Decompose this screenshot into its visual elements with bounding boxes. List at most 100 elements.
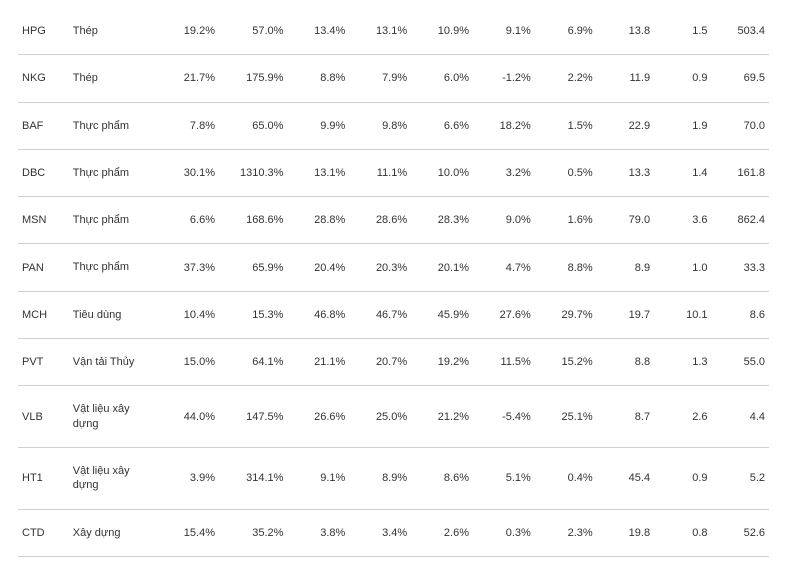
value-cell: 7.9% [349, 55, 411, 102]
value-cell: 45.9% [411, 291, 473, 338]
value-cell: 13.3 [597, 149, 654, 196]
value-cell: 6.6% [411, 102, 473, 149]
value-cell: 4.4 [712, 386, 769, 448]
value-cell: 9.8% [349, 102, 411, 149]
value-cell: 27.6% [473, 291, 535, 338]
value-cell: 44.0% [157, 386, 219, 448]
value-cell: 15.0% [157, 339, 219, 386]
value-cell: 8.7 [597, 386, 654, 448]
value-cell: 4.7% [473, 244, 535, 291]
table-row: DBCThực phẩm30.1%1310.3%13.1%11.1%10.0%3… [18, 149, 769, 196]
value-cell: 19.7 [597, 291, 654, 338]
ticker-cell: HT1 [18, 447, 69, 509]
value-cell: 10.0% [411, 149, 473, 196]
value-cell: 15.2% [535, 339, 597, 386]
value-cell: -1.2% [473, 55, 535, 102]
value-cell: 8.9% [349, 447, 411, 509]
table-row: NKGThép21.7%175.9%8.8%7.9%6.0%-1.2%2.2%1… [18, 55, 769, 102]
value-cell: 28.3% [411, 197, 473, 244]
value-cell: 862.4 [712, 197, 769, 244]
value-cell: 8.9 [597, 244, 654, 291]
value-cell: 20.4% [287, 244, 349, 291]
value-cell: 2.6% [411, 509, 473, 556]
ticker-cell: DBC [18, 149, 69, 196]
value-cell: 45.4 [597, 447, 654, 509]
value-cell: 28.6% [349, 197, 411, 244]
value-cell: 19.2% [411, 339, 473, 386]
ticker-cell: MSN [18, 197, 69, 244]
value-cell: 37.3% [157, 244, 219, 291]
value-cell: 26.6% [287, 386, 349, 448]
value-cell: 19.8 [597, 509, 654, 556]
ticker-cell: MCH [18, 291, 69, 338]
value-cell: 0.9 [654, 55, 711, 102]
value-cell: 57.0% [219, 8, 287, 55]
value-cell: 28.8% [287, 197, 349, 244]
sector-cell: Vận tải Thủy [69, 339, 157, 386]
value-cell: 1310.3% [219, 149, 287, 196]
value-cell: 25.1% [535, 386, 597, 448]
value-cell: 6.0% [411, 55, 473, 102]
table-row: CTDXây dựng15.4%35.2%3.8%3.4%2.6%0.3%2.3… [18, 509, 769, 556]
value-cell: 168.6% [219, 197, 287, 244]
value-cell: 33.3 [712, 244, 769, 291]
value-cell: 10.9% [411, 8, 473, 55]
value-cell: 21.2% [411, 386, 473, 448]
value-cell: 79.0 [597, 197, 654, 244]
value-cell: 19.2% [157, 8, 219, 55]
value-cell: 3.2% [473, 149, 535, 196]
value-cell: 8.8% [287, 55, 349, 102]
value-cell: 18.2% [473, 102, 535, 149]
value-cell: 8.6% [411, 447, 473, 509]
table-row: PANThực phẩm37.3%65.9%20.4%20.3%20.1%4.7… [18, 244, 769, 291]
value-cell: 69.5 [712, 55, 769, 102]
value-cell: 0.5% [535, 149, 597, 196]
sector-cell: Vật liệu xây dựng [69, 386, 157, 448]
value-cell: 13.8 [597, 8, 654, 55]
value-cell: 5.2 [712, 447, 769, 509]
ticker-cell: NKG [18, 55, 69, 102]
value-cell: 161.8 [712, 149, 769, 196]
table-row: MCHTiêu dùng10.4%15.3%46.8%46.7%45.9%27.… [18, 291, 769, 338]
ticker-cell: PVT [18, 339, 69, 386]
value-cell: 15.3% [219, 291, 287, 338]
value-cell: 13.1% [287, 149, 349, 196]
value-cell: 9.1% [473, 8, 535, 55]
value-cell: 7.8% [157, 102, 219, 149]
table-row: VLBVật liệu xây dựng44.0%147.5%26.6%25.0… [18, 386, 769, 448]
ticker-cell: BAF [18, 102, 69, 149]
value-cell: 0.3% [473, 509, 535, 556]
value-cell: -5.4% [473, 386, 535, 448]
sector-cell: Thép [69, 8, 157, 55]
value-cell: 25.0% [349, 386, 411, 448]
value-cell: 21.7% [157, 55, 219, 102]
value-cell: 22.9 [597, 102, 654, 149]
table-row: MSNThực phẩm6.6%168.6%28.8%28.6%28.3%9.0… [18, 197, 769, 244]
value-cell: 503.4 [712, 8, 769, 55]
value-cell: 9.0% [473, 197, 535, 244]
value-cell: 8.8% [535, 244, 597, 291]
sector-cell: Thực phẩm [69, 149, 157, 196]
value-cell: 10.1 [654, 291, 711, 338]
value-cell: 30.1% [157, 149, 219, 196]
value-cell: 2.6 [654, 386, 711, 448]
value-cell: 3.4% [349, 509, 411, 556]
sector-cell: Xây dựng [69, 509, 157, 556]
value-cell: 2.2% [535, 55, 597, 102]
value-cell: 13.4% [287, 8, 349, 55]
value-cell: 6.6% [157, 197, 219, 244]
value-cell: 5.1% [473, 447, 535, 509]
sector-cell: Tiêu dùng [69, 291, 157, 338]
value-cell: 65.0% [219, 102, 287, 149]
value-cell: 1.3 [654, 339, 711, 386]
value-cell: 1.6% [535, 197, 597, 244]
value-cell: 13.1% [349, 8, 411, 55]
value-cell: 314.1% [219, 447, 287, 509]
value-cell: 0.9 [654, 447, 711, 509]
value-cell: 1.0 [654, 244, 711, 291]
value-cell: 20.1% [411, 244, 473, 291]
value-cell: 9.1% [287, 447, 349, 509]
value-cell: 55.0 [712, 339, 769, 386]
ticker-cell: PAN [18, 244, 69, 291]
value-cell: 46.8% [287, 291, 349, 338]
